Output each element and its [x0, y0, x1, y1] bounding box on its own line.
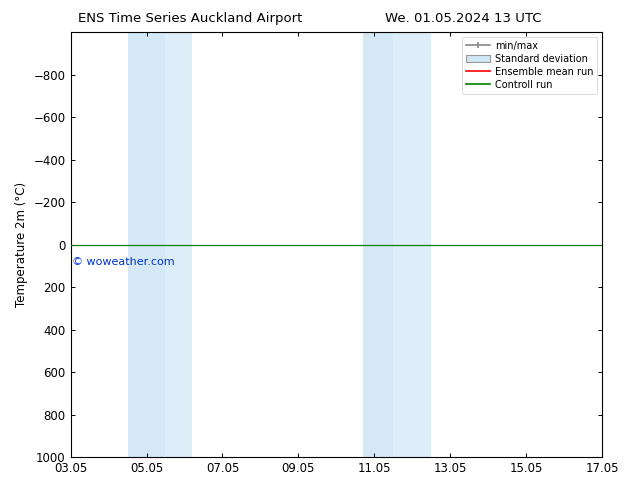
Text: © woweather.com: © woweather.com — [72, 257, 175, 268]
Bar — [165, 32, 192, 457]
Bar — [393, 32, 431, 457]
Bar — [127, 32, 165, 457]
Bar — [363, 32, 393, 457]
Y-axis label: Temperature 2m (°C): Temperature 2m (°C) — [15, 182, 28, 307]
Text: ENS Time Series Auckland Airport: ENS Time Series Auckland Airport — [78, 12, 302, 25]
Text: We. 01.05.2024 13 UTC: We. 01.05.2024 13 UTC — [385, 12, 541, 25]
Legend: min/max, Standard deviation, Ensemble mean run, Controll run: min/max, Standard deviation, Ensemble me… — [462, 37, 597, 94]
